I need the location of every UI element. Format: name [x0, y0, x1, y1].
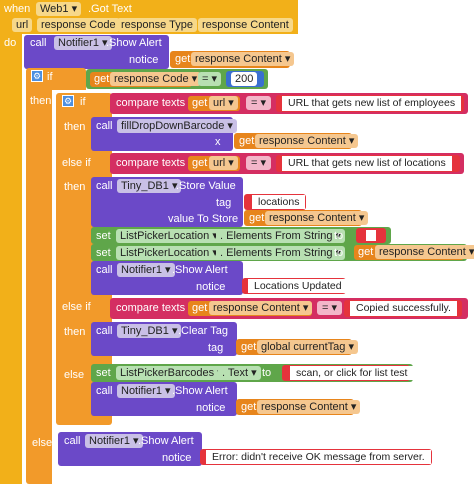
- compare-texts-label: compare texts: [116, 97, 186, 109]
- notice-label: notice: [196, 281, 226, 293]
- get-var-dropdown[interactable]: response Content ▾: [255, 134, 359, 148]
- get-label: get: [192, 157, 208, 169]
- else-label: else: [32, 437, 53, 449]
- get-label: get: [249, 212, 265, 224]
- procedure-dropdown[interactable]: fillDropDownBarcode ▾: [117, 119, 237, 133]
- property-dropdown[interactable]: . Text ▾: [218, 366, 261, 380]
- text-literal[interactable]: URL that gets new list of employees: [282, 96, 462, 111]
- then-label: then: [64, 121, 86, 133]
- get-label: get: [241, 401, 257, 413]
- method-label: .Clear Tag: [178, 325, 228, 337]
- then-label: then: [30, 95, 52, 107]
- param-response-type[interactable]: response Type: [117, 18, 197, 32]
- get-var-dropdown[interactable]: response Content ▾: [257, 400, 361, 414]
- get-var-dropdown[interactable]: response Content ▾: [265, 211, 369, 225]
- then-label: then: [64, 326, 86, 338]
- operator-dropdown[interactable]: = ▾: [246, 156, 272, 170]
- compare-texts-label: compare texts: [116, 302, 186, 314]
- if-label: if: [47, 71, 53, 83]
- get-var-dropdown[interactable]: response Content ▾: [191, 52, 295, 66]
- operator-dropdown[interactable]: = ▾: [246, 96, 272, 110]
- call-label: call: [64, 435, 81, 447]
- gear-icon[interactable]: ⚙: [62, 95, 74, 107]
- operator-dropdown[interactable]: = ▾: [198, 72, 222, 86]
- get-var-dropdown[interactable]: url ▾: [209, 96, 238, 110]
- to-label: to: [262, 367, 272, 379]
- component-dropdown[interactable]: ListPickerLocation ▾: [116, 229, 222, 243]
- text-literal[interactable]: URL that gets new list of locations: [282, 156, 452, 171]
- method-label: .Show Alert: [172, 264, 228, 276]
- then-label: then: [64, 181, 86, 193]
- call-label: call: [96, 264, 113, 276]
- operator-dropdown[interactable]: = ▾: [317, 301, 343, 315]
- text-literal[interactable]: Copied successfully.: [350, 301, 457, 316]
- get-label: get: [241, 341, 257, 353]
- text-literal[interactable]: Locations Updated: [248, 279, 348, 293]
- text-literal[interactable]: scan, or click for list test: [290, 366, 414, 380]
- method-label: .Show Alert: [172, 385, 228, 397]
- event-name: .Got Text: [88, 3, 132, 15]
- property-dropdown[interactable]: . Elements From String ▾: [216, 229, 346, 243]
- gear-icon[interactable]: ⚙: [31, 70, 43, 82]
- set-label: set: [96, 247, 111, 259]
- else-if-label: else if: [62, 157, 91, 169]
- notifier-dropdown[interactable]: Notifier1 ▾: [117, 384, 175, 398]
- param-response-code[interactable]: response Code: [37, 18, 120, 32]
- component-dropdown[interactable]: ListPickerBarcodes ▾: [116, 366, 227, 380]
- tag-label: tag: [216, 197, 232, 209]
- value-to-store-label: value To Store: [168, 213, 239, 225]
- param-url[interactable]: url: [12, 18, 33, 32]
- notifier-dropdown[interactable]: Notifier1 ▾: [54, 36, 112, 50]
- compare-texts-label: compare texts: [116, 157, 186, 169]
- notifier-dropdown[interactable]: Notifier1 ▾: [85, 434, 143, 448]
- get-var-dropdown[interactable]: response Content ▾: [209, 301, 313, 315]
- get-var-dropdown[interactable]: global currentTag ▾: [257, 340, 358, 354]
- do-label: do: [4, 37, 17, 49]
- method-label: .Store Value: [176, 180, 236, 192]
- tinydb-dropdown[interactable]: Tiny_DB1 ▾: [117, 179, 182, 193]
- call-label: call: [96, 120, 113, 132]
- param-response-content[interactable]: response Content: [198, 18, 293, 32]
- call-label: call: [30, 37, 47, 49]
- if-label: if: [80, 96, 86, 108]
- call-label: call: [96, 385, 113, 397]
- event-component-dropdown[interactable]: Web1 ▾: [36, 2, 82, 16]
- get-var-dropdown[interactable]: response Content ▾: [375, 245, 474, 259]
- number-200[interactable]: 200: [231, 72, 258, 86]
- notice-label: notice: [196, 402, 226, 414]
- property-dropdown[interactable]: . Elements From String ▾: [216, 246, 346, 260]
- get-label: get: [239, 135, 255, 147]
- component-dropdown[interactable]: ListPickerLocation ▾: [116, 246, 222, 260]
- method-label: .Show Alert: [138, 435, 194, 447]
- tag-label: tag: [208, 342, 224, 354]
- tinydb-dropdown[interactable]: Tiny_DB1 ▾: [117, 324, 182, 338]
- notice-label: notice: [162, 452, 192, 464]
- set-label: set: [96, 367, 111, 379]
- empty-text-literal[interactable]: [366, 230, 376, 241]
- get-label: get: [192, 97, 208, 109]
- get-var-dropdown[interactable]: url ▾: [209, 156, 238, 170]
- get-label: get: [192, 302, 208, 314]
- to-label: to: [334, 230, 344, 242]
- when-label: when: [4, 3, 31, 15]
- text-literal[interactable]: locations: [252, 195, 306, 209]
- set-label: set: [96, 230, 111, 242]
- else-label: else: [64, 369, 85, 381]
- notifier-dropdown[interactable]: Notifier1 ▾: [117, 263, 175, 277]
- get-var-dropdown[interactable]: response Code ▾: [110, 72, 202, 86]
- call-label: call: [96, 180, 113, 192]
- get-label: get: [175, 53, 191, 65]
- get-label: get: [94, 73, 110, 85]
- call-label: call: [96, 325, 113, 337]
- notice-label: notice: [129, 54, 159, 66]
- get-label: get: [358, 246, 374, 258]
- method-label: .Show Alert: [106, 37, 162, 49]
- else-if-label: else if: [62, 301, 91, 313]
- x-label: x: [215, 136, 221, 148]
- text-literal[interactable]: Error: didn't receive OK message from se…: [206, 450, 431, 464]
- to-label: to: [334, 247, 344, 259]
